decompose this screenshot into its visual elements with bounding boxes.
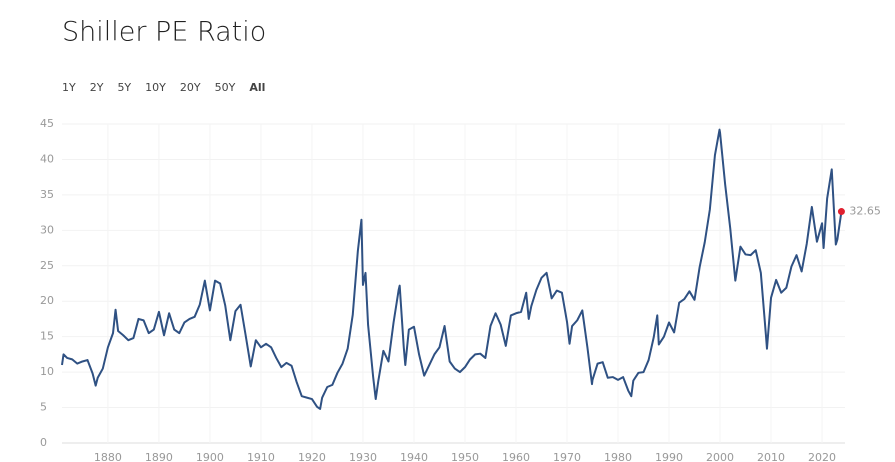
x-tick-label: 1990: [655, 451, 683, 462]
x-tick-label: 1900: [196, 451, 224, 462]
y-tick-label: 15: [40, 330, 54, 343]
y-tick-label: 20: [40, 294, 54, 307]
y-tick-label: 30: [40, 223, 54, 236]
range-button[interactable]: 50Y: [215, 81, 236, 94]
chart-title: Shiller PE Ratio: [62, 17, 266, 48]
range-button[interactable]: 20Y: [180, 81, 201, 94]
range-button[interactable]: 5Y: [117, 81, 131, 94]
range-button[interactable]: All: [249, 81, 265, 94]
x-tick-label: 1930: [349, 451, 377, 462]
x-tick-label: 1950: [451, 451, 479, 462]
data-line: [61, 128, 843, 410]
x-tick-label: 1960: [502, 451, 530, 462]
x-tick-label: 1970: [553, 451, 581, 462]
x-tick-label: 1980: [604, 451, 632, 462]
range-button[interactable]: 1Y: [62, 81, 76, 94]
y-tick-label: 5: [40, 401, 47, 414]
x-tick-label: 2000: [706, 451, 734, 462]
x-tick-label: 1880: [94, 451, 122, 462]
x-tick-label: 1940: [400, 451, 428, 462]
x-tick-label: 1890: [145, 451, 173, 462]
range-button[interactable]: 10Y: [145, 81, 166, 94]
x-tick-label: 1920: [298, 451, 326, 462]
x-tick-label: 2010: [757, 451, 785, 462]
x-tick-label: 1910: [247, 451, 275, 462]
last-value-label: 32.65: [849, 205, 881, 218]
y-tick-label: 35: [40, 188, 54, 201]
y-tick-label: 45: [40, 117, 54, 130]
x-tick-label: 2020: [808, 451, 836, 462]
range-button[interactable]: 2Y: [90, 81, 104, 94]
y-tick-label: 25: [40, 259, 54, 272]
last-point: [837, 208, 845, 216]
y-tick-label: 10: [40, 365, 54, 378]
y-tick-label: 40: [40, 152, 54, 165]
y-tick-label: 0: [40, 436, 47, 449]
